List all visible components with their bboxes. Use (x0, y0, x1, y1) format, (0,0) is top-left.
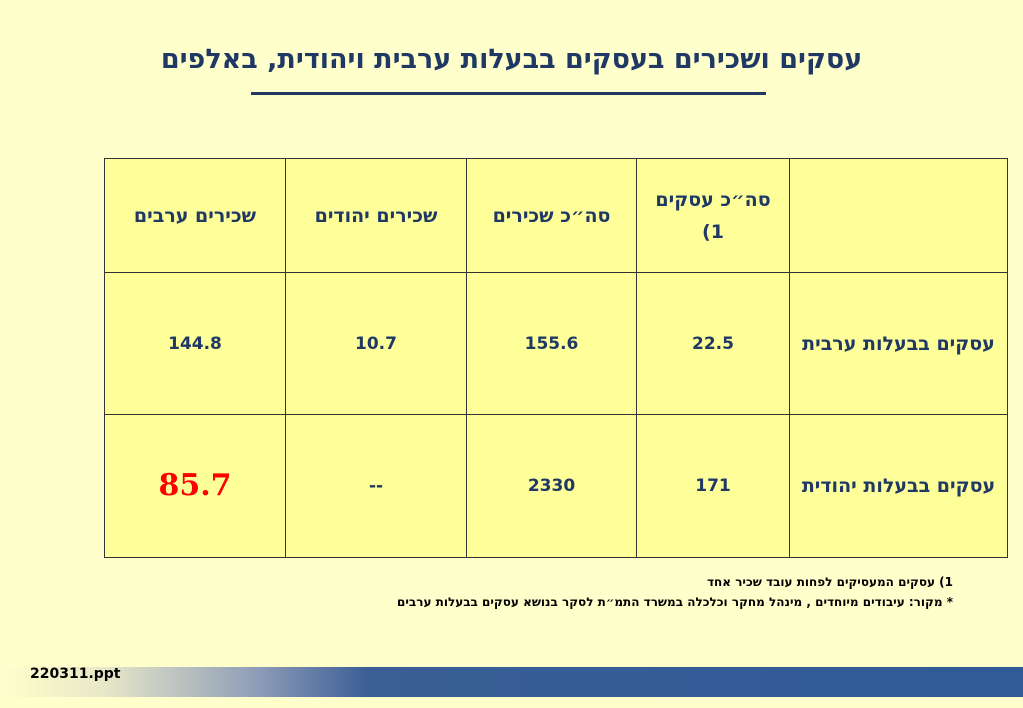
cell-value: 144.8 (104, 272, 286, 415)
footer-filename: 220311.ppt (30, 666, 121, 682)
footer-bar (0, 667, 1023, 697)
table-header-row: סה״כ עסקים 1) סה״כ שכירים שכירים יהודים … (104, 158, 1008, 273)
table-row: עסקים בבעלות יהודית 171 2330 -- 85.7 (104, 414, 1008, 558)
footnote-1: 1) עסקים המעסיקים לפחות עובד שכיר אחד (706, 575, 953, 589)
title-underline (251, 92, 766, 95)
header-cell-arab-employees: שכירים ערבים (104, 158, 286, 273)
cell-value: 155.6 (466, 272, 637, 415)
cell-value: 171 (636, 414, 790, 558)
cell-value: 10.7 (285, 272, 467, 415)
cell-value: 2330 (466, 414, 637, 558)
header-cell-empty (789, 158, 1008, 273)
header-cell-total-businesses: סה״כ עסקים 1) (636, 158, 790, 273)
page-title: עסקים ושכירים בעסקים בבעלות ערבית ויהודי… (160, 44, 863, 75)
cell-value: 22.5 (636, 272, 790, 415)
footnotes: 1) עסקים המעסיקים לפחות עובד שכיר אחד * … (397, 572, 953, 612)
cell-value: -- (285, 414, 467, 558)
source-note: * מקור: עיבודים מיוחדים , מינהל מחקר וכל… (397, 595, 953, 609)
row-label: עסקים בבעלות יהודית (789, 414, 1008, 558)
row-label: עסקים בבעלות ערבית (789, 272, 1008, 415)
cell-value-highlighted: 85.7 (104, 414, 286, 558)
header-cell-total-employees: סה״כ שכירים (466, 158, 637, 273)
header-cell-jewish-employees: שכירים יהודים (285, 158, 467, 273)
table-row: עסקים בבעלות ערבית 22.5 155.6 10.7 144.8 (104, 272, 1008, 415)
data-table: סה״כ עסקים 1) סה״כ שכירים שכירים יהודים … (104, 158, 1008, 558)
